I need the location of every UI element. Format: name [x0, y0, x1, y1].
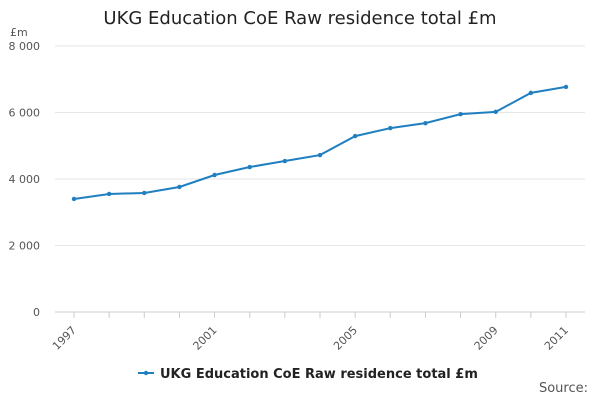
y-tick-label: 2 000: [9, 240, 41, 253]
y-tick-label: 8 000: [9, 40, 41, 53]
y-tick-label: 0: [33, 306, 40, 319]
legend-marker: [143, 370, 149, 376]
point: [71, 196, 77, 202]
y-tick-label: 6 000: [9, 107, 41, 120]
point: [563, 84, 569, 90]
point: [177, 184, 182, 190]
point: [388, 125, 393, 131]
x-tick-label: 2001: [191, 324, 220, 353]
point: [282, 158, 288, 164]
point: [423, 120, 428, 126]
x-tick-label: 1997: [50, 324, 79, 353]
legend-label: UKG Education CoE Raw residence total £m: [160, 367, 478, 382]
point: [493, 109, 498, 115]
x-tick-label: 2005: [331, 324, 360, 353]
point: [212, 172, 217, 178]
point: [142, 190, 147, 196]
source: Source:: [539, 381, 588, 396]
chart-title: UKG Education CoE Raw residence total £m: [103, 8, 496, 29]
y-axis-label: £m: [10, 26, 28, 39]
x-tick-label: 2009: [472, 324, 501, 353]
x-tick-label: 2011: [542, 324, 571, 353]
point: [352, 133, 358, 139]
point: [106, 191, 112, 197]
y-tick-label: 4 000: [9, 173, 41, 186]
line: [73, 85, 567, 200]
point: [528, 90, 534, 96]
point: [247, 164, 252, 170]
point: [317, 152, 323, 158]
point: [458, 111, 463, 117]
